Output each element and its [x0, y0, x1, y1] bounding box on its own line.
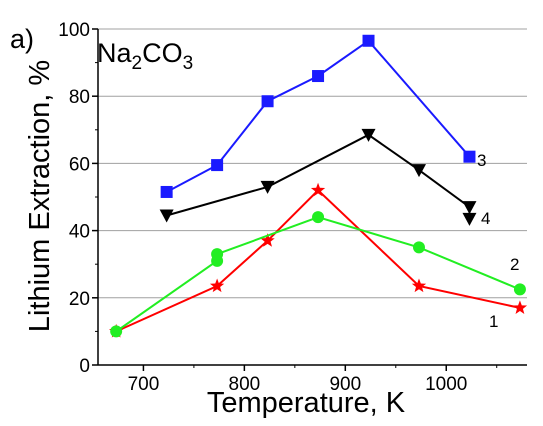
x-tick-label-900: 900: [329, 374, 361, 395]
axes: 0 20 40 60 80 100 700 800 900 1000: [58, 20, 527, 395]
y-tick-label-0: 0: [79, 356, 90, 377]
series-4-point-4: [462, 201, 477, 215]
compound-sub-1: 2: [132, 53, 143, 74]
series-3-point-2: [261, 95, 274, 108]
y-tick-label-60: 60: [69, 154, 90, 175]
series-2: 2: [110, 211, 526, 338]
x-axis-title: Temperature, K: [207, 387, 406, 419]
compound-label: Na2CO3: [97, 38, 193, 74]
x-tick-label-1000: 1000: [425, 374, 467, 395]
y-tick-label-40: 40: [69, 222, 90, 243]
compound-sub-2: 3: [183, 53, 194, 74]
series-2-line: [115, 216, 521, 333]
series-1-point-2: [260, 233, 275, 247]
series-3: 3: [160, 34, 486, 198]
series-3-point-5: [463, 150, 476, 163]
series-3-point-0: [160, 185, 173, 198]
series-2-point-3: [312, 211, 325, 224]
series-1-point-3: [310, 182, 326, 197]
x-tick-label-800: 800: [229, 374, 261, 395]
series-3-line: [166, 39, 471, 193]
series-4-point-1: [260, 180, 275, 194]
series-4: 4: [159, 128, 490, 228]
y-tick-label-100: 100: [58, 20, 90, 41]
y-axis-title: Lithium Extraction, %: [24, 60, 56, 332]
series-2-point-4: [412, 241, 425, 254]
series-4-point-3: [411, 164, 426, 178]
panel-label: a): [10, 24, 34, 54]
series-2-point-5: [513, 283, 526, 296]
series-3-label: 3: [477, 151, 486, 170]
series-layer: 1 2 3 4: [109, 34, 528, 338]
series-3-point-1: [211, 159, 224, 172]
series-4-line: [166, 133, 471, 219]
series-3-point-4: [362, 34, 375, 47]
x-tick-label-700: 700: [128, 374, 160, 395]
series-1-point-5: [512, 300, 528, 314]
series-1: 1: [109, 182, 528, 338]
series-2-point-0: [110, 325, 123, 338]
series-2-point-2: [211, 248, 224, 261]
compound-main: Na: [97, 38, 132, 68]
series-1-line: [115, 188, 521, 333]
series-4-point-2: [361, 128, 376, 142]
series-4-point-0: [159, 209, 174, 223]
series-1-point-4: [411, 278, 427, 293]
compound-mid: CO: [142, 38, 183, 68]
series-1-label: 1: [489, 312, 498, 331]
y-tick-label-20: 20: [69, 289, 90, 310]
series-2-label: 2: [510, 255, 519, 274]
series-4-label: 4: [481, 209, 490, 228]
y-tick-label-80: 80: [69, 87, 90, 108]
series-4-point-5: [462, 212, 477, 226]
series-3-point-3: [312, 70, 325, 83]
series-1-point-1: [209, 278, 225, 293]
